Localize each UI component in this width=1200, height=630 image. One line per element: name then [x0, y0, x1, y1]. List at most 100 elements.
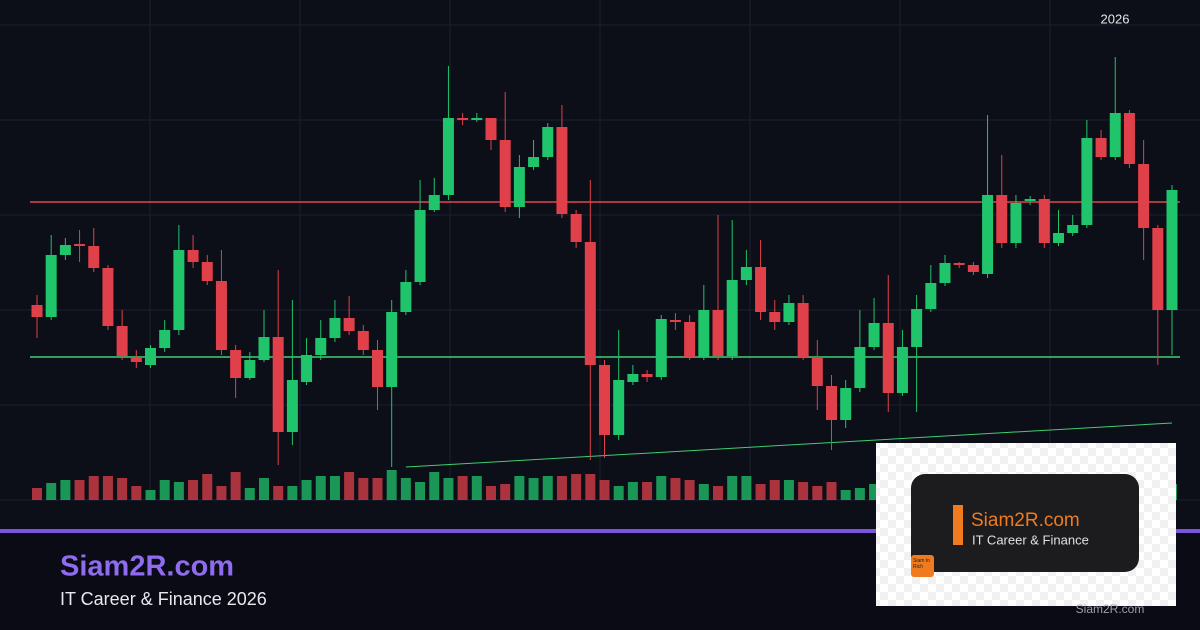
- candle-body: [1138, 164, 1150, 228]
- candle-body: [1095, 138, 1107, 157]
- volume-bar: [159, 480, 170, 500]
- volume-bar: [642, 482, 653, 500]
- volume-bar: [429, 472, 440, 500]
- volume-bar: [486, 486, 496, 500]
- volume-bar: [145, 490, 156, 500]
- logo-badge-box: Siam to Rich: [913, 558, 930, 570]
- candle-body: [698, 310, 710, 357]
- volume-bar: [74, 480, 85, 500]
- volume-bar: [415, 482, 426, 500]
- volume-bar: [60, 480, 71, 500]
- candle-body: [31, 305, 43, 317]
- candle-body: [996, 195, 1008, 243]
- volume-bar: [571, 474, 582, 500]
- volume-bar: [869, 484, 880, 500]
- volume-bar: [329, 476, 340, 500]
- candle-body: [953, 263, 965, 265]
- candle-body: [45, 255, 57, 317]
- candle-body: [528, 157, 540, 167]
- candle-body: [599, 365, 610, 435]
- candle-body: [1010, 203, 1022, 243]
- volume-bar: [216, 486, 227, 500]
- candle-body: [684, 322, 696, 357]
- candle-body: [1081, 138, 1093, 225]
- volume-bar: [230, 472, 241, 500]
- candle-body: [1024, 199, 1036, 201]
- volume-bar: [259, 478, 269, 500]
- volume-bar: [727, 476, 738, 500]
- candle-body: [911, 309, 923, 347]
- candle-body: [471, 118, 483, 120]
- volume-bar: [755, 484, 766, 500]
- volume-bar: [627, 482, 638, 500]
- candle-body: [187, 250, 199, 262]
- candle-body: [457, 118, 469, 120]
- volume-bar: [741, 476, 752, 500]
- candle-body: [201, 262, 213, 281]
- logo-badge: [911, 555, 934, 577]
- candle-body: [215, 281, 227, 350]
- candle-body: [286, 380, 298, 432]
- candle-body: [513, 167, 525, 207]
- volume-bar: [188, 480, 199, 500]
- candle-body: [400, 282, 412, 312]
- volume-bar: [372, 478, 383, 500]
- volume-bar: [315, 476, 326, 500]
- candle-body: [811, 357, 823, 386]
- candle-body: [329, 318, 341, 338]
- candle-body: [357, 331, 369, 350]
- candle-body: [59, 245, 71, 255]
- candle-body: [315, 338, 327, 355]
- candle-body: [499, 140, 511, 207]
- candle-body: [556, 127, 568, 214]
- volume-bar: [585, 474, 596, 500]
- volume-bar: [244, 488, 255, 500]
- volume-bar: [443, 478, 454, 500]
- volume-bar: [287, 486, 298, 500]
- volume-bar: [400, 478, 411, 500]
- candle-body: [542, 127, 554, 157]
- candle-body: [613, 380, 625, 435]
- candle-body: [145, 348, 156, 365]
- volume-bar: [46, 483, 57, 500]
- volume-bar: [713, 486, 723, 500]
- volume-bar: [301, 480, 312, 500]
- volume-bar: [117, 478, 128, 500]
- candle-body: [1038, 199, 1050, 243]
- candle-body: [669, 320, 681, 322]
- candle-body: [783, 303, 795, 322]
- volume-bar: [798, 482, 809, 500]
- candle-body: [584, 242, 596, 365]
- volume-bar: [202, 474, 213, 500]
- logo-tagline: IT Career & Finance: [972, 532, 1089, 547]
- candle-body: [372, 350, 383, 387]
- logo-card: Siam2R.com IT Career & Finance Siam to R…: [876, 443, 1176, 606]
- candle-body: [428, 195, 440, 210]
- candle-body: [726, 280, 738, 356]
- candle-body: [442, 118, 454, 195]
- candle-body: [343, 318, 355, 331]
- volume-bar: [656, 476, 667, 500]
- logo-site: Siam2R.com: [971, 510, 1080, 531]
- divider: [0, 529, 1200, 533]
- volume-bar: [684, 480, 695, 500]
- candle-body: [130, 357, 142, 362]
- brand-tagline: IT Career & Finance 2026: [60, 589, 267, 609]
- candle-body: [301, 355, 313, 382]
- candle-body: [655, 319, 667, 377]
- candle-body: [258, 337, 270, 360]
- footer-site: Siam2R.com: [1076, 602, 1145, 616]
- volume-bar: [386, 470, 397, 500]
- candle-body: [939, 263, 951, 283]
- candle-body: [1109, 113, 1121, 157]
- candle-body: [769, 312, 781, 322]
- candle-body: [272, 337, 284, 432]
- candle-body: [712, 310, 724, 356]
- volume-bar: [471, 476, 482, 500]
- volume-bar: [32, 488, 42, 500]
- brand-site: Siam2R.com: [60, 551, 234, 583]
- candle-body: [88, 246, 100, 268]
- candle-body: [740, 267, 752, 280]
- volume-bar: [528, 478, 539, 500]
- trend-line: [405, 422, 1173, 468]
